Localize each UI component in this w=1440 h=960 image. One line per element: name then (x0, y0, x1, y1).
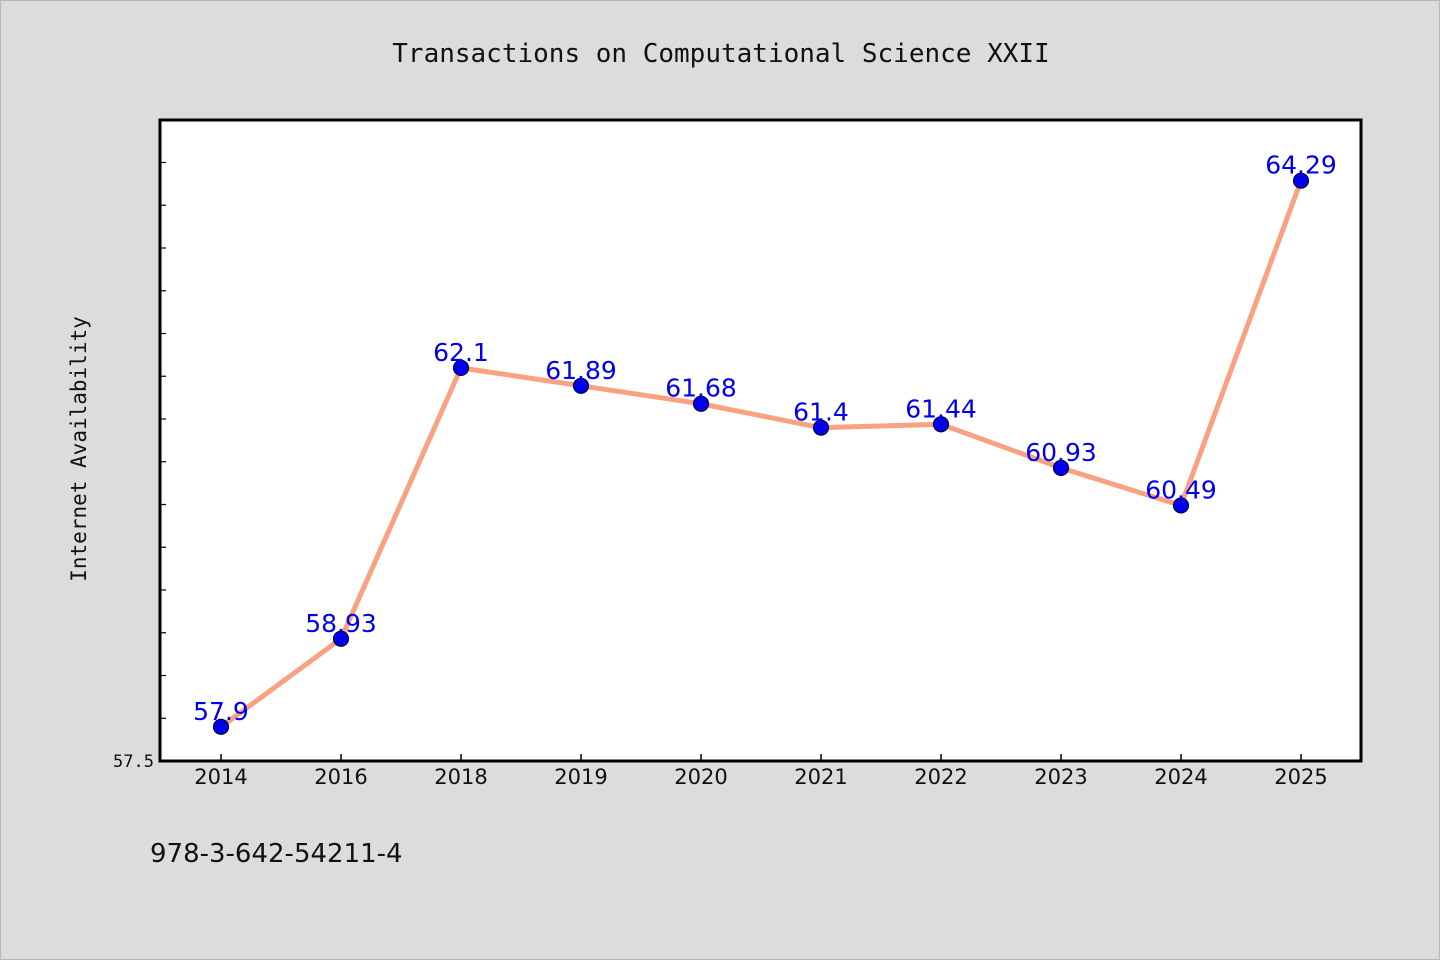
series-markers (212, 172, 1310, 735)
x-tick-label-2019: 2019 (554, 765, 607, 789)
data-point-2014 (212, 718, 230, 735)
x-axis-tick-labels: 2014 2016 2018 2019 2020 2021 2022 2023 2024 2025 (194, 765, 1327, 789)
data-label-2014: 57.9 (193, 697, 249, 726)
x-tick-label-2021: 2021 (794, 765, 847, 789)
x-tick-label-2016: 2016 (314, 765, 367, 789)
data-label-2021: 61.4 (793, 398, 849, 427)
isbn-footer: 978-3-642-54211-4 (150, 839, 403, 869)
x-tick-label-2024: 2024 (1154, 765, 1207, 789)
data-label-2016: 58.93 (305, 609, 377, 638)
x-tick-label-2025: 2025 (1274, 765, 1327, 789)
y-axis-tick-labels: 57.5 (113, 752, 154, 772)
data-point-2019 (572, 377, 590, 394)
data-point-2023 (1052, 459, 1070, 476)
series-line (218, 178, 1304, 730)
plot-area (160, 120, 1361, 761)
data-point-2021 (812, 419, 830, 436)
x-tick-label-2014: 2014 (194, 765, 247, 789)
data-label-2019: 61.89 (545, 356, 617, 385)
data-label-2025: 64.29 (1265, 151, 1337, 180)
data-point-2018 (452, 359, 470, 376)
data-point-2024 (1172, 497, 1190, 514)
series-data-labels: 57.9 58.93 62.1 61.89 61.68 61.4 61.44 60.93 60.… (193, 151, 1337, 726)
y-tick-label: 57.5 (113, 752, 154, 772)
data-label-2020: 61.68 (665, 374, 737, 403)
x-tick-label-2022: 2022 (914, 765, 967, 789)
data-label-2024: 60.49 (1145, 475, 1217, 504)
x-tick-label-2023: 2023 (1034, 765, 1087, 789)
data-point-2022 (932, 416, 950, 433)
data-point-2020 (692, 395, 710, 412)
y-axis-label: Internet Availability (67, 316, 91, 582)
data-point-2016 (332, 630, 350, 647)
plot-border (158, 118, 1363, 763)
x-tick-label-2018: 2018 (434, 765, 487, 789)
chart-title: Transactions on Computational Science XX… (392, 39, 1049, 69)
data-label-2022: 61.44 (905, 394, 977, 423)
data-point-2025 (1292, 172, 1310, 189)
x-tick-label-2020: 2020 (674, 765, 727, 789)
data-label-2018: 62.1 (433, 338, 489, 367)
data-label-2023: 60.93 (1025, 438, 1097, 467)
